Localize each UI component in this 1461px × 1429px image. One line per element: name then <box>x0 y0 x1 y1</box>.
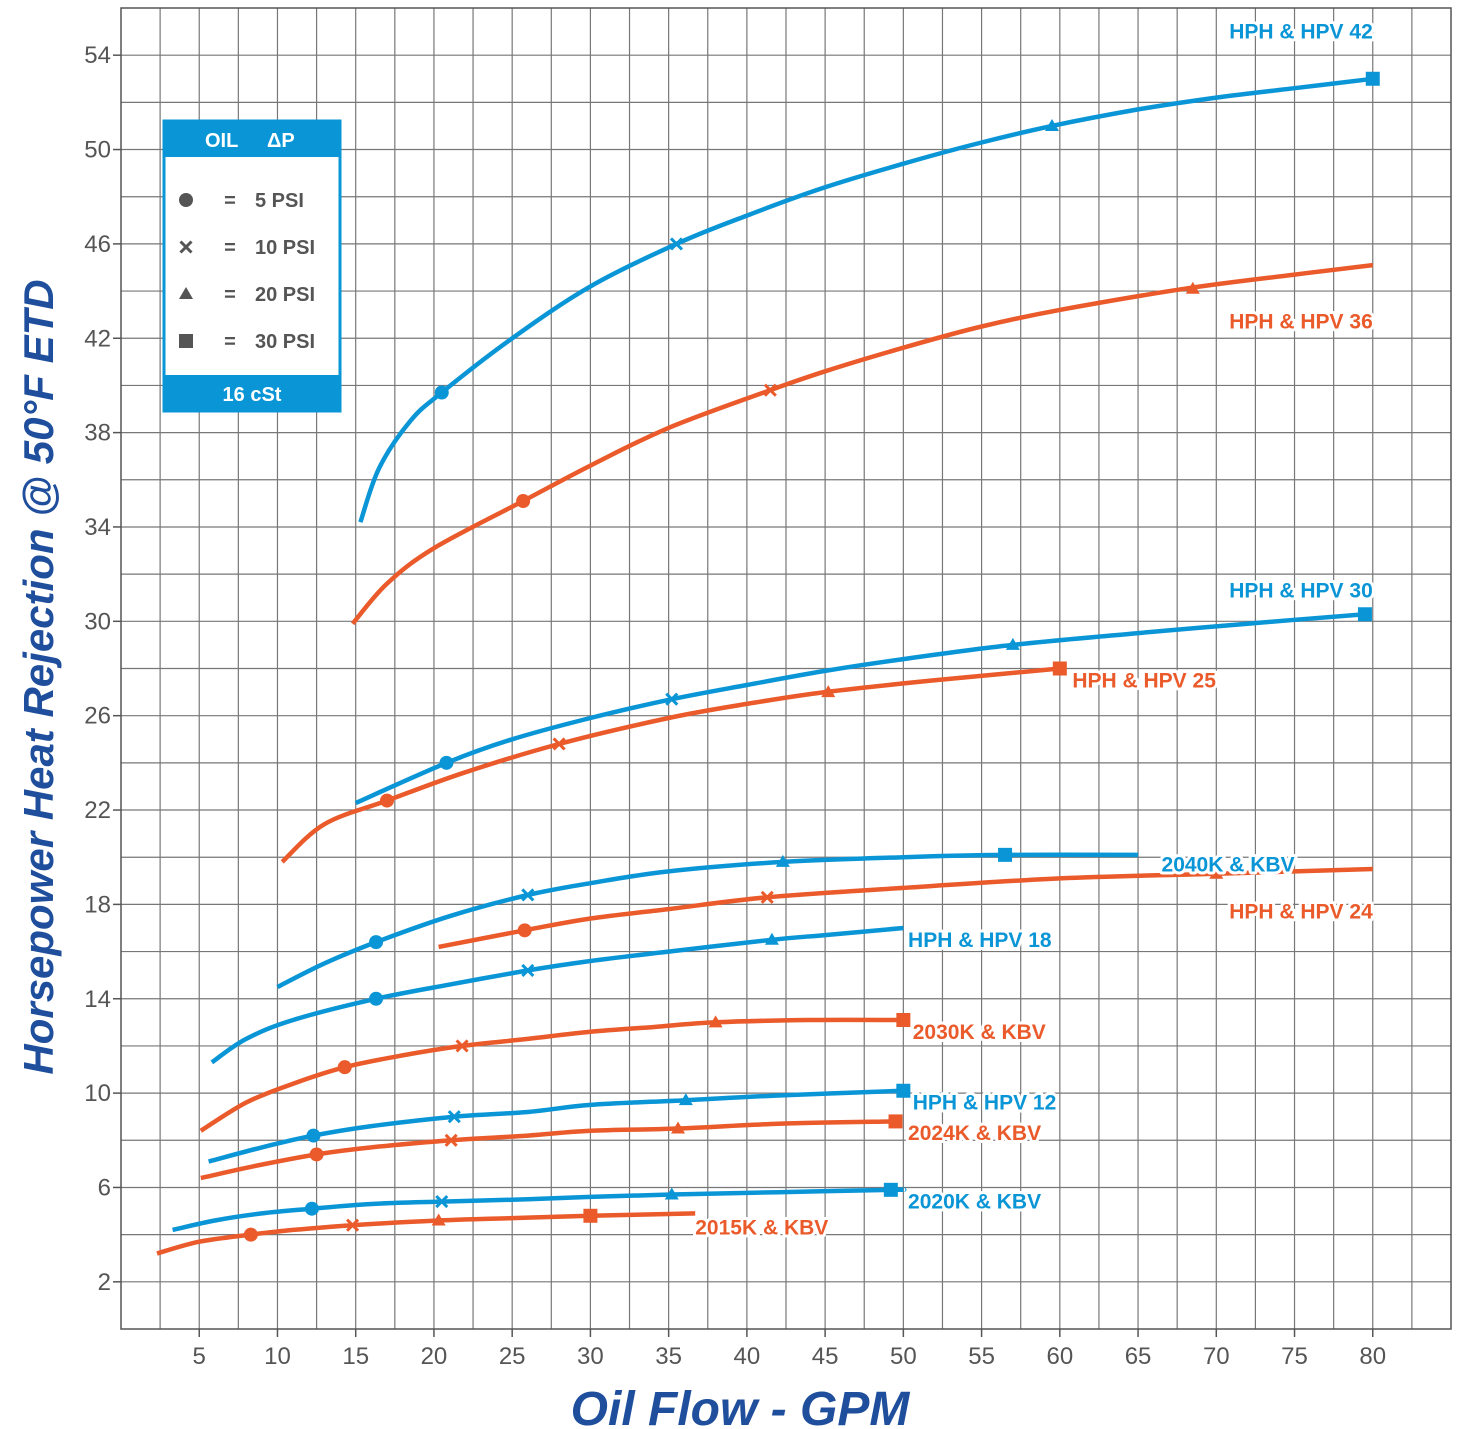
y-tick-label: 54 <box>84 42 111 69</box>
legend-circle-marker-5psi <box>179 193 193 207</box>
legend-equals: = <box>224 190 236 212</box>
x-tick-label: 70 <box>1203 1343 1230 1370</box>
legend-equals: = <box>224 284 236 306</box>
hph-hpv-42-marker-30psi <box>1366 72 1380 86</box>
y-tick-label: 34 <box>84 514 111 541</box>
series-label-hph-hpv-36: HPH & HPV 36 <box>1229 311 1373 334</box>
x-tick-label: 50 <box>890 1343 917 1370</box>
y-tick-label: 14 <box>84 986 111 1013</box>
y-tick-label: 38 <box>84 420 111 447</box>
2015k-kbv-marker-30psi <box>583 1209 597 1223</box>
hph-hpv-30-marker-5psi <box>439 756 453 770</box>
series-line-2024k-kbv <box>201 1121 896 1178</box>
legend: OIL ΔP = 5 PSI = 10 PSI = 20 PSI = 30 PSI 16 cS… <box>164 121 340 411</box>
legend-square-marker-30psi <box>179 334 193 348</box>
y-tick-label: 18 <box>84 891 111 918</box>
series-line-hph-hpv-36 <box>353 265 1373 624</box>
series-label-2040k-kbv: 2040K & KBV <box>1162 853 1295 876</box>
hph-hpv-30-marker-30psi <box>1358 607 1372 621</box>
legend-footer: 16 cSt <box>223 384 282 406</box>
y-tick-label: 42 <box>84 325 111 352</box>
series-line-hph-hpv-18 <box>212 928 904 1062</box>
2030k-kbv-marker-5psi <box>338 1060 352 1074</box>
hph-hpv-25-marker-5psi <box>380 794 394 808</box>
y-tick-label: 26 <box>84 703 111 730</box>
legend-label: 10 PSI <box>255 237 315 259</box>
x-tick-label: 35 <box>655 1343 682 1370</box>
series-label-2015k-kbv: 2015K & KBV <box>695 1217 828 1240</box>
y-tick-label: 10 <box>84 1080 111 1107</box>
y-tick-label: 30 <box>84 608 111 635</box>
series-label-hph-hpv-42: HPH & HPV 42 <box>1229 21 1373 44</box>
2040k-kbv-marker-5psi <box>369 935 383 949</box>
y-tick-label: 50 <box>84 137 111 164</box>
y-tick-label: 2 <box>98 1269 111 1296</box>
series-label-hph-hpv-18: HPH & HPV 18 <box>908 929 1052 952</box>
x-tick-label: 20 <box>421 1343 448 1370</box>
legend-header-oil: OIL <box>205 130 238 152</box>
series-label-2024k-kbv: 2024K & KBV <box>908 1122 1041 1145</box>
hph-hpv-12-marker-5psi <box>306 1129 320 1143</box>
legend-box <box>164 121 340 411</box>
x-tick-label: 15 <box>342 1343 369 1370</box>
legend-label: 20 PSI <box>255 284 315 306</box>
series-label-hph-hpv-24: HPH & HPV 24 <box>1229 900 1373 923</box>
2020k-kbv-marker-5psi <box>305 1202 319 1216</box>
y-tick-label: 6 <box>98 1174 111 1201</box>
2040k-kbv-marker-30psi <box>998 848 1012 862</box>
x-tick-label: 80 <box>1359 1343 1386 1370</box>
2015k-kbv-marker-5psi <box>244 1228 258 1242</box>
2020k-kbv-marker-30psi <box>884 1183 898 1197</box>
x-tick-label: 75 <box>1281 1343 1308 1370</box>
legend-header-bg <box>164 121 340 157</box>
x-tick-label: 65 <box>1125 1343 1152 1370</box>
x-tick-label: 55 <box>968 1343 995 1370</box>
series-line-hph-hpv-30 <box>356 614 1365 803</box>
hph-hpv-12-marker-30psi <box>896 1084 910 1098</box>
x-tick-label: 5 <box>193 1343 206 1370</box>
legend-equals: = <box>224 237 236 259</box>
series-label-hph-hpv-30: HPH & HPV 30 <box>1229 580 1373 603</box>
hph-hpv-24-marker-5psi <box>518 923 532 937</box>
series-labels: HPH & HPV 42 HPH & HPV 36 HPH & HPV 30 HPH … <box>695 21 1373 1240</box>
series-label-hph-hpv-12: HPH & HPV 12 <box>913 1092 1057 1115</box>
series-line-2015k-kbv <box>157 1213 695 1253</box>
hph-hpv-25-marker-30psi <box>1053 662 1067 676</box>
series-label-hph-hpv-25: HPH & HPV 25 <box>1072 669 1216 692</box>
x-tick-label: 40 <box>734 1343 761 1370</box>
2024k-kbv-marker-30psi <box>889 1114 903 1128</box>
x-tick-label: 30 <box>577 1343 604 1370</box>
hph-hpv-18-marker-5psi <box>369 992 383 1006</box>
y-tick-label: 46 <box>84 231 111 258</box>
x-tick-label: 45 <box>812 1343 839 1370</box>
legend-label: 5 PSI <box>255 190 304 212</box>
x-tick-label: 25 <box>499 1343 526 1370</box>
legend-label: 30 PSI <box>255 331 315 353</box>
x-tick-label: 60 <box>1046 1343 1073 1370</box>
legend-header-dp: ΔP <box>267 130 295 152</box>
series-label-2020k-kbv: 2020K & KBV <box>908 1191 1041 1214</box>
2024k-kbv-marker-5psi <box>310 1147 324 1161</box>
legend-equals: = <box>224 331 236 353</box>
y-axis-title: Horsepower Heat Rejection @ 50°F ETD <box>15 279 62 1074</box>
y-tick-label: 22 <box>84 797 111 824</box>
series-label-2030k-kbv: 2030K & KBV <box>913 1021 1046 1044</box>
series-line-2030k-kbv <box>201 1020 904 1131</box>
x-axis-title: Oil Flow - GPM <box>571 1383 911 1429</box>
hph-hpv-36-marker-5psi <box>516 494 530 508</box>
2030k-kbv-marker-30psi <box>896 1013 910 1027</box>
x-tick-label: 10 <box>264 1343 291 1370</box>
series-markers <box>244 72 1380 1242</box>
hph-hpv-42-marker-5psi <box>435 386 449 400</box>
